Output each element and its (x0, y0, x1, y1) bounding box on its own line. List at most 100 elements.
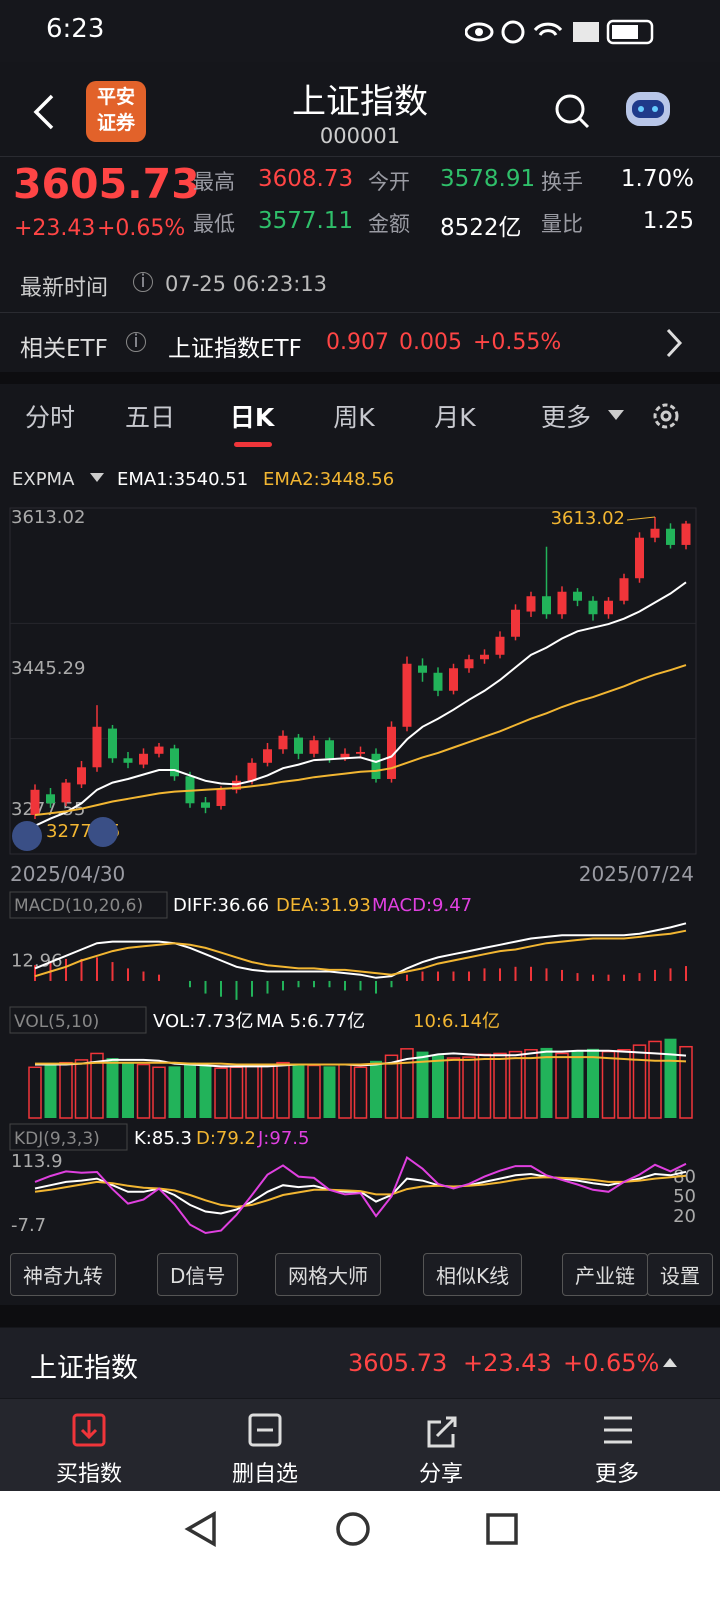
candle-body (542, 596, 551, 615)
indicator-name: KDJ(9,3,3) (14, 1129, 100, 1149)
tool-button[interactable]: 相似K线 (423, 1253, 523, 1296)
stat-value: 3577.11 (258, 208, 354, 234)
volume-bar (338, 1063, 352, 1119)
tool-button[interactable]: 产业链 (562, 1253, 648, 1296)
nav-bar (0, 1491, 720, 1600)
etf-price: 0.907 (326, 330, 389, 355)
index-bar[interactable] (0, 1328, 720, 1398)
volume-bar (477, 1053, 492, 1119)
expand-button (12, 821, 42, 851)
volume-bar (540, 1047, 553, 1118)
stat-label: 最低 (193, 212, 235, 236)
volume-bar (245, 1065, 259, 1119)
candle-body (511, 609, 520, 637)
search-button[interactable] (553, 92, 593, 132)
settings-button[interactable] (648, 398, 684, 434)
candle-body (588, 600, 598, 615)
etf-arrow[interactable] (662, 326, 686, 360)
caret (90, 473, 104, 482)
legend-label: DIFF:36.66 (173, 895, 269, 916)
y-tick-label: 113.9 (11, 1151, 63, 1172)
volume-bar (555, 1052, 569, 1119)
legend-label: MA 5:6.77亿 (256, 1011, 365, 1032)
toolbar-icons (72, 1413, 632, 1448)
info-icon[interactable]: i (126, 332, 146, 352)
back-button[interactable] (30, 92, 60, 132)
more-caret (608, 410, 624, 420)
candle-body (650, 528, 660, 538)
volume-bar (679, 1045, 693, 1119)
stat-label: 最高 (193, 170, 235, 194)
index-name: 上证指数 (30, 1353, 138, 1384)
candle-body (635, 537, 644, 579)
volume-bar (617, 1049, 631, 1119)
etf-label: 相关ETF (20, 336, 108, 362)
candle-body (449, 668, 458, 691)
volume-bar (136, 1063, 151, 1119)
toolbar-button[interactable]: 分享 (418, 1462, 463, 1487)
volume-bar (184, 1062, 196, 1118)
assistant-button[interactable] (622, 86, 674, 132)
logo[interactable]: 平安 证券 (86, 81, 146, 142)
tab[interactable]: 更多 (540, 403, 591, 432)
volume-bar (664, 1038, 677, 1118)
change: +23.43 (14, 216, 96, 241)
volume-bar (446, 1057, 461, 1119)
candle-body (387, 726, 396, 779)
volume-bar (292, 1063, 305, 1118)
candle-body (325, 740, 334, 759)
tab[interactable]: 月K (434, 403, 476, 432)
candle-body (681, 523, 691, 545)
volume-bar (493, 1052, 507, 1119)
y-tick-label: 3445.29 (11, 658, 85, 679)
legend-label: K:85.3 (134, 1128, 192, 1149)
toolbar-button[interactable]: 更多 (594, 1462, 639, 1487)
candle-body (247, 762, 257, 781)
candle-body (61, 782, 71, 803)
indicator-line (34, 929, 687, 978)
candle-body (526, 596, 536, 612)
tab[interactable]: 分时 (24, 403, 75, 432)
legend-label: 10:6.14亿 (413, 1011, 500, 1032)
candle-body (108, 728, 117, 759)
candle-body (402, 663, 412, 727)
tool-button[interactable]: D信号 (157, 1253, 239, 1296)
stat-value: 3578.91 (440, 166, 536, 192)
tab[interactable]: 周K (333, 403, 375, 432)
volume-bar (353, 1066, 368, 1119)
logo-line: 平安 (96, 86, 135, 108)
status-bar (0, 0, 720, 62)
indicator-name: EXPMA (12, 469, 75, 490)
toolbar-button[interactable]: 删自选 (231, 1462, 298, 1487)
candle-body (30, 789, 40, 815)
candle-body (278, 735, 288, 750)
indicator-line (34, 664, 687, 816)
candle-body (139, 753, 148, 765)
info-icon[interactable]: i (133, 272, 153, 292)
date-label: 2025/04/30 (10, 862, 125, 886)
candle-body (619, 578, 629, 601)
legend-label: J:97.5 (257, 1128, 309, 1149)
volume-bar (59, 1061, 73, 1119)
volume-bar (587, 1048, 599, 1118)
volume-bar (323, 1066, 336, 1118)
etf-name[interactable]: 上证指数ETF (168, 336, 302, 362)
volume-bar (74, 1059, 89, 1119)
tool-button[interactable]: 神奇九转 (10, 1253, 116, 1296)
tab[interactable]: 五日 (124, 403, 175, 432)
y-tick-label: 3613.02 (11, 507, 85, 528)
indicator-line (34, 581, 687, 827)
y2-tick-label: 20 (673, 1206, 696, 1227)
volume-bar (370, 1060, 382, 1118)
tool-button[interactable]: 网格大师 (275, 1253, 381, 1296)
volume-bar (462, 1056, 476, 1119)
tab[interactable]: 日K (229, 403, 275, 432)
tool-button[interactable]: 设置 (647, 1253, 713, 1296)
volume-bar (432, 1055, 444, 1118)
indicator-chip (9, 1123, 128, 1151)
candle-body (123, 758, 133, 763)
volume-bar (384, 1054, 399, 1119)
volume-bar (632, 1044, 647, 1119)
toolbar-button[interactable]: 买指数 (55, 1462, 122, 1487)
change-pct: +0.65% (97, 216, 186, 241)
